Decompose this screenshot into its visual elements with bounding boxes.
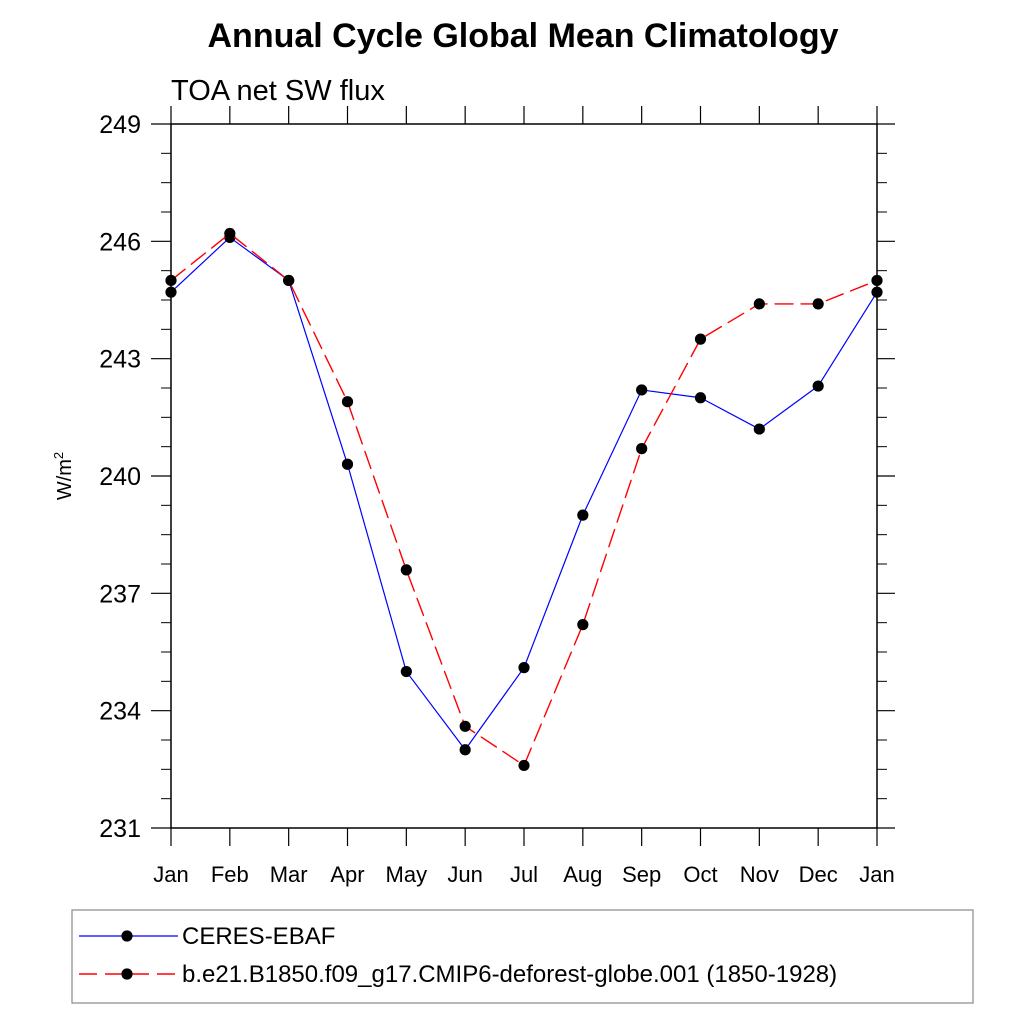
ceres-ebaf-point xyxy=(577,509,589,521)
model-series-point xyxy=(283,274,295,287)
x-axis-tick-label: Feb xyxy=(211,862,249,887)
model-series-point xyxy=(341,396,354,408)
y-axis-tick-label: 246 xyxy=(99,228,141,256)
legend-ceres-ebaf-label: CERES-EBAF xyxy=(182,923,335,950)
ceres-ebaf-point xyxy=(518,662,530,674)
y-axis-label: W/m2 xyxy=(51,452,76,500)
x-axis-tick-label: Apr xyxy=(330,862,364,887)
y-axis-tick-label: 237 xyxy=(99,580,141,608)
legend-ceres-ebaf-marker xyxy=(121,930,133,942)
y-axis-tick-label: 249 xyxy=(99,111,141,139)
legend-box xyxy=(71,909,974,1004)
legend-model-series-marker xyxy=(121,968,133,980)
model-series-point xyxy=(753,298,765,310)
model-series-point xyxy=(224,227,236,240)
x-axis-tick-label: Aug xyxy=(563,862,602,887)
x-axis-tick-label: Jun xyxy=(447,862,482,887)
tick-layer: 231 234 237 240 243 246 249 Jan Feb Mar Apr May Jun J… xyxy=(99,106,895,887)
plot-frame xyxy=(170,123,878,829)
model-series-point xyxy=(577,619,589,631)
chart-subtitle: TOA net SW flux xyxy=(171,75,385,107)
x-axis-tick-label: Oct xyxy=(683,862,717,887)
svg-text:W/m2: W/m2 xyxy=(51,452,76,500)
y-axis-tick-label: 234 xyxy=(99,698,141,726)
x-axis-tick-label: Mar xyxy=(270,862,308,887)
ceres-ebaf-point xyxy=(694,392,707,404)
ceres-ebaf-point xyxy=(753,423,765,435)
x-axis-tick-label: Nov xyxy=(740,862,779,887)
legend: CERES-EBAF b.e21.B1850.f09_g17.CMIP6-defo… xyxy=(71,909,974,1004)
x-axis-tick-label: Sep xyxy=(622,862,661,887)
model-series-line xyxy=(170,232,878,767)
model-series-point xyxy=(518,759,530,772)
y-axis-tick-label: 231 xyxy=(99,815,141,843)
x-axis-tick-label: Jul xyxy=(510,862,538,887)
model-series-point xyxy=(400,564,412,576)
x-axis-tick-label: May xyxy=(386,862,428,887)
ceres-ebaf-point xyxy=(459,744,471,756)
ceres-ebaf-point xyxy=(341,458,354,470)
model-series-point xyxy=(459,720,471,732)
ceres-ebaf-point xyxy=(400,665,412,678)
y-axis-tick-label: 240 xyxy=(99,463,141,491)
x-axis-tick-label: Jan xyxy=(859,862,894,887)
y-axis-label-superscript: 2 xyxy=(51,452,66,459)
model-series-point xyxy=(812,298,824,310)
model-series-point xyxy=(694,333,707,345)
x-axis-tick-label: Jan xyxy=(153,862,188,887)
y-axis-tick-label: 243 xyxy=(99,346,141,374)
y-axis-label-unit: W/m xyxy=(54,459,76,500)
ceres-ebaf-point xyxy=(636,384,648,396)
ceres-ebaf-point xyxy=(812,380,824,392)
x-axis-tick-label: Dec xyxy=(799,862,838,887)
model-series-point xyxy=(636,443,648,455)
legend-model-series-label: b.e21.B1850.f09_g17.CMIP6-deforest-globe… xyxy=(182,961,837,988)
series-layer xyxy=(165,227,883,772)
chart-title: Annual Cycle Global Mean Climatology xyxy=(208,17,839,55)
